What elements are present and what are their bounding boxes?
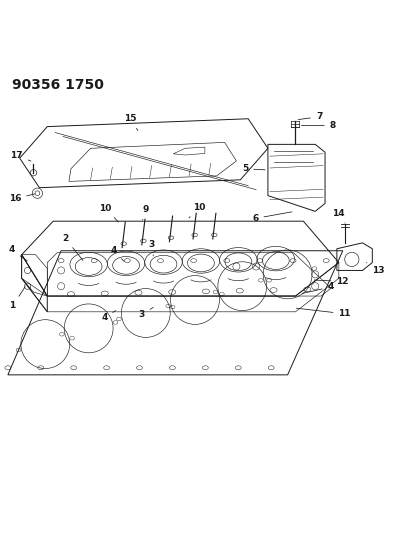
Text: 13: 13	[366, 263, 385, 275]
Text: 2: 2	[62, 233, 83, 261]
Text: 6: 6	[252, 212, 292, 223]
Text: 17: 17	[10, 151, 31, 161]
Text: 16: 16	[9, 194, 35, 203]
Text: 3: 3	[149, 240, 155, 256]
Text: 7: 7	[298, 112, 322, 122]
Text: 4: 4	[9, 246, 27, 261]
Text: 9: 9	[143, 205, 149, 220]
Text: 1: 1	[9, 287, 25, 310]
Text: 4: 4	[302, 282, 334, 294]
Text: 4: 4	[101, 311, 116, 322]
Text: 10: 10	[189, 203, 205, 218]
Text: 14: 14	[332, 209, 345, 223]
Text: 12: 12	[314, 277, 349, 286]
Text: 10: 10	[99, 204, 118, 222]
Text: 3: 3	[139, 308, 153, 319]
Text: 11: 11	[296, 308, 351, 318]
Text: 15: 15	[124, 114, 138, 131]
Text: 90356 1750: 90356 1750	[12, 78, 104, 92]
Text: 5: 5	[242, 164, 265, 173]
Text: 8: 8	[301, 121, 336, 130]
Text: 4: 4	[110, 246, 124, 261]
